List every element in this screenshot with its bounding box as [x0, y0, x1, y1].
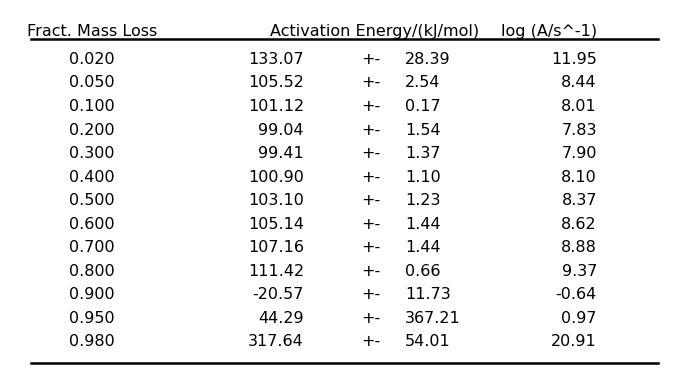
Text: 99.04: 99.04 — [258, 123, 304, 138]
Text: 9.37: 9.37 — [561, 264, 597, 279]
Text: 0.400: 0.400 — [69, 170, 115, 185]
Text: 0.200: 0.200 — [69, 123, 115, 138]
Text: 7.90: 7.90 — [561, 146, 597, 161]
Text: 0.050: 0.050 — [69, 76, 115, 91]
Text: 1.10: 1.10 — [405, 170, 441, 185]
Text: 367.21: 367.21 — [405, 311, 461, 326]
Text: 2.54: 2.54 — [405, 76, 441, 91]
Text: +-: +- — [361, 52, 381, 67]
Text: 7.83: 7.83 — [561, 123, 597, 138]
Text: 1.23: 1.23 — [405, 193, 441, 208]
Text: 103.10: 103.10 — [248, 193, 304, 208]
Text: 1.44: 1.44 — [405, 240, 441, 255]
Text: 133.07: 133.07 — [248, 52, 304, 67]
Text: +-: +- — [361, 311, 381, 326]
Text: 8.01: 8.01 — [561, 99, 597, 114]
Text: +-: +- — [361, 76, 381, 91]
Text: +-: +- — [361, 146, 381, 161]
Text: 0.100: 0.100 — [69, 99, 115, 114]
Text: 11.95: 11.95 — [551, 52, 597, 67]
Text: -0.64: -0.64 — [556, 287, 597, 302]
Text: 8.44: 8.44 — [561, 76, 597, 91]
Text: 0.500: 0.500 — [69, 193, 115, 208]
Text: 0.950: 0.950 — [69, 311, 115, 326]
Text: Fract. Mass Loss: Fract. Mass Loss — [27, 24, 157, 39]
Text: log (A/s^-1): log (A/s^-1) — [501, 24, 597, 39]
Text: 0.020: 0.020 — [69, 52, 115, 67]
Text: 11.73: 11.73 — [405, 287, 451, 302]
Text: +-: +- — [361, 264, 381, 279]
Text: 0.600: 0.600 — [69, 217, 115, 232]
Text: +-: +- — [361, 287, 381, 302]
Text: 107.16: 107.16 — [248, 240, 304, 255]
Text: 0.700: 0.700 — [69, 240, 115, 255]
Text: -20.57: -20.57 — [252, 287, 304, 302]
Text: 54.01: 54.01 — [405, 334, 451, 349]
Text: +-: +- — [361, 240, 381, 255]
Text: 8.62: 8.62 — [561, 217, 597, 232]
Text: 0.17: 0.17 — [405, 99, 441, 114]
Text: 0.900: 0.900 — [69, 287, 115, 302]
Text: 101.12: 101.12 — [248, 99, 304, 114]
Text: 1.37: 1.37 — [405, 146, 441, 161]
Text: Activation Energy/(kJ/mol): Activation Energy/(kJ/mol) — [270, 24, 479, 39]
Text: 0.980: 0.980 — [69, 334, 115, 349]
Text: 0.800: 0.800 — [69, 264, 115, 279]
Text: 1.44: 1.44 — [405, 217, 441, 232]
Text: 105.52: 105.52 — [248, 76, 304, 91]
Text: 111.42: 111.42 — [248, 264, 304, 279]
Text: 8.37: 8.37 — [561, 193, 597, 208]
Text: +-: +- — [361, 170, 381, 185]
Text: 8.88: 8.88 — [561, 240, 597, 255]
Text: +-: +- — [361, 99, 381, 114]
Text: 105.14: 105.14 — [248, 217, 304, 232]
Text: +-: +- — [361, 193, 381, 208]
Text: 0.66: 0.66 — [405, 264, 441, 279]
Text: +-: +- — [361, 334, 381, 349]
Text: 317.64: 317.64 — [248, 334, 304, 349]
Text: 0.300: 0.300 — [69, 146, 115, 161]
Text: 0.97: 0.97 — [561, 311, 597, 326]
Text: 44.29: 44.29 — [258, 311, 304, 326]
Text: +-: +- — [361, 123, 381, 138]
Text: 100.90: 100.90 — [248, 170, 304, 185]
Text: 99.41: 99.41 — [258, 146, 304, 161]
Text: 8.10: 8.10 — [561, 170, 597, 185]
Text: 20.91: 20.91 — [551, 334, 597, 349]
Text: 1.54: 1.54 — [405, 123, 441, 138]
Text: 28.39: 28.39 — [405, 52, 451, 67]
Text: +-: +- — [361, 217, 381, 232]
